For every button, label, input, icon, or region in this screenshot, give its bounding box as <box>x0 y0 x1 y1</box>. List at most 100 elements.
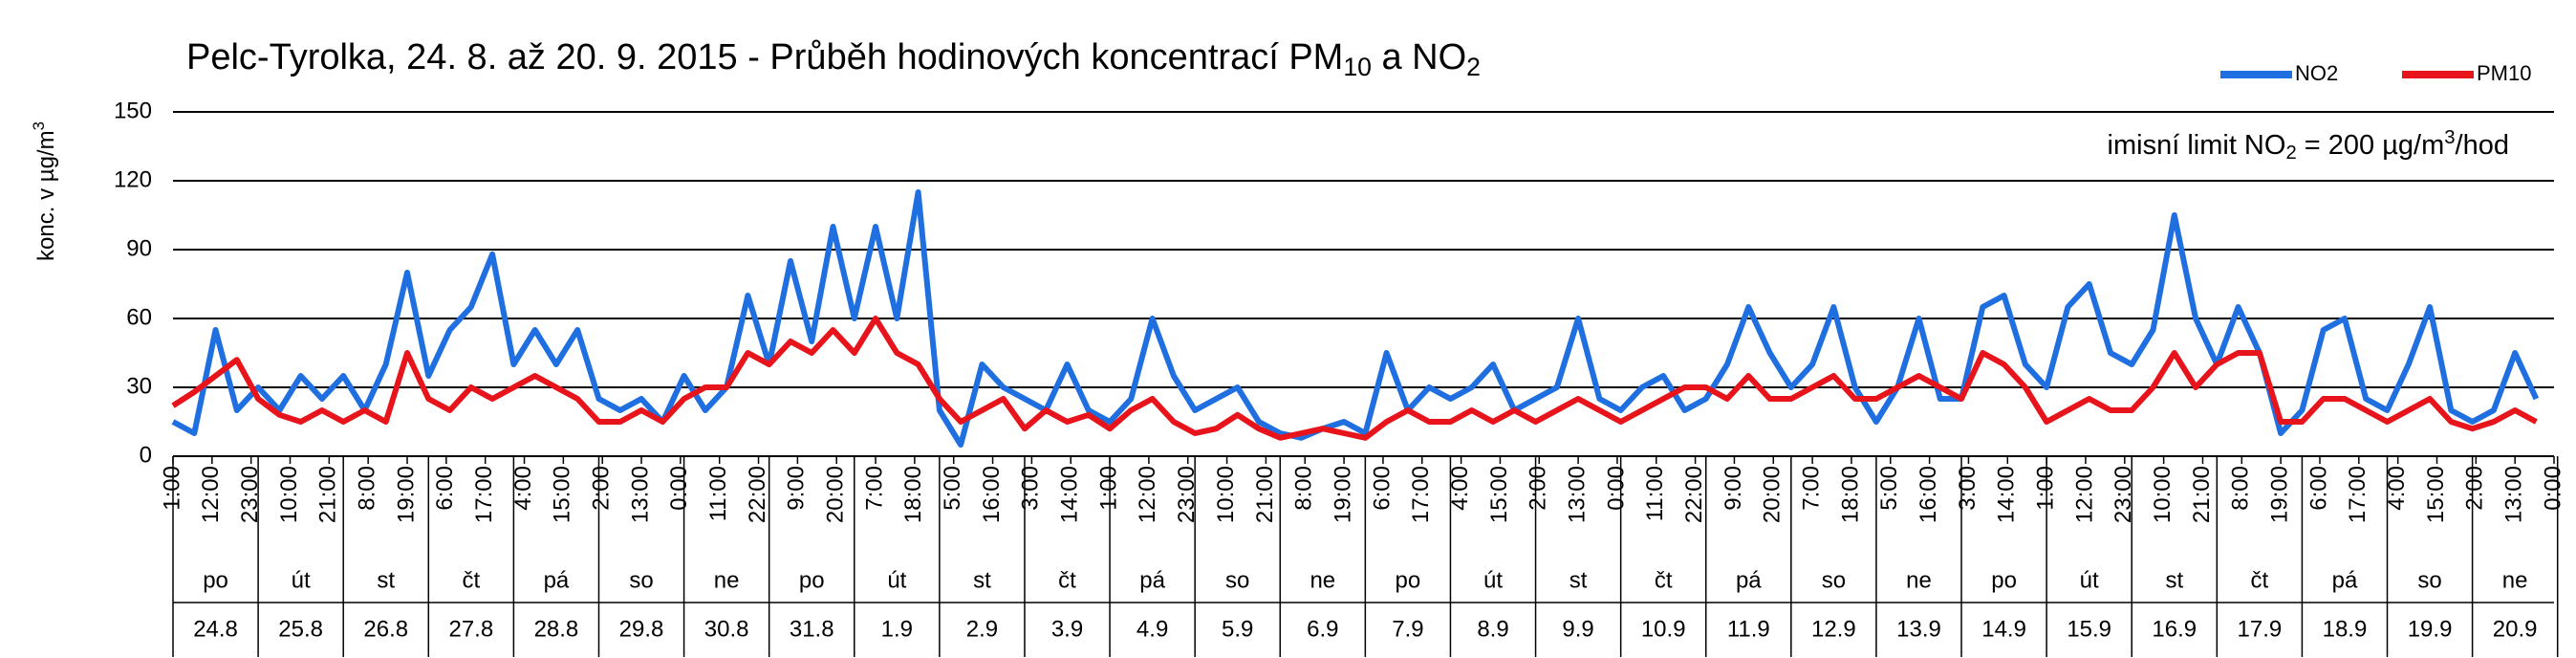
weekday-label: út <box>292 567 311 593</box>
x-tick-label: 22:00 <box>745 466 770 523</box>
weekday-label: po <box>1991 567 2017 593</box>
weekday-label: út <box>2080 567 2099 593</box>
x-tick-label: 7:00 <box>1798 466 1824 511</box>
weekday-label: so <box>1822 567 1846 593</box>
weekday-label: čt <box>1655 567 1673 593</box>
label-sup: 3 <box>30 121 48 130</box>
weekday-label: st <box>973 567 991 593</box>
x-tick-label: 1:00 <box>2032 466 2058 511</box>
annotation-text: = 200 µg/m <box>2297 130 2445 161</box>
x-tick-label: 11:00 <box>1642 466 1668 521</box>
x-tick-label: 16:00 <box>979 466 1005 523</box>
y-tick-label: 120 <box>114 166 152 192</box>
x-tick-label: 10:00 <box>276 466 302 523</box>
weekday-label: pá <box>2332 567 2358 593</box>
x-tick-label: 8:00 <box>2228 466 2254 511</box>
x-tick-label: 6:00 <box>1369 466 1395 511</box>
date-label: 26.8 <box>363 616 408 642</box>
date-label: 30.8 <box>704 616 749 642</box>
y-axis-label: konc. v µg/m3 <box>30 121 59 261</box>
x-tick-label: 13:00 <box>627 466 653 523</box>
date-label: 14.9 <box>1981 616 2026 642</box>
x-tick-label: 15:00 <box>1486 466 1512 523</box>
annotation-text: /hod <box>2456 130 2509 161</box>
label-text: konc. v µg/m <box>33 130 59 261</box>
title-sub: 10 <box>1343 53 1372 81</box>
x-tick-label: 6:00 <box>2305 466 2331 511</box>
x-tick-label: 23:00 <box>237 466 263 523</box>
x-tick-label: 2:00 <box>1526 466 1551 511</box>
x-tick-label: 9:00 <box>1721 466 1746 511</box>
x-tick-label: 23:00 <box>1174 466 1200 523</box>
weekday-label: pá <box>1736 567 1762 593</box>
x-tick-label: 3:00 <box>1955 466 1981 511</box>
date-label: 16.9 <box>2152 616 2197 642</box>
x-tick-label: 8:00 <box>355 466 380 511</box>
x-tick-label: 20:00 <box>1760 466 1786 523</box>
date-label: 29.8 <box>619 616 664 642</box>
x-tick-label: 6:00 <box>432 466 458 511</box>
chart-title: Pelc-Tyrolka, 24. 8. až 20. 9. 2015 - Pr… <box>186 37 1481 81</box>
y-tick-label: 60 <box>126 304 152 330</box>
weekday-label: po <box>203 567 228 593</box>
weekday-label: čt <box>2251 567 2269 593</box>
x-tick-label: 1:00 <box>159 466 184 511</box>
x-tick-label: 10:00 <box>2150 466 2176 523</box>
x-tick-label: 14:00 <box>1994 466 2020 523</box>
x-tick-label: 17:00 <box>2345 466 2370 523</box>
x-tick-label: 0:00 <box>666 466 692 511</box>
x-tick-label: 15:00 <box>550 466 575 523</box>
weekday-label: ne <box>2502 567 2528 593</box>
weekday-label: út <box>1483 567 1503 593</box>
series-line <box>171 189 2540 448</box>
x-tick-label: 10:00 <box>1213 466 1239 523</box>
x-tick-label: 12:00 <box>2071 466 2097 523</box>
date-label: 1.9 <box>881 616 913 642</box>
x-tick-label: 13:00 <box>1564 466 1590 523</box>
y-tick-label: 0 <box>140 442 152 468</box>
x-tick-label: 13:00 <box>2501 466 2527 523</box>
weekday-label: so <box>2417 567 2441 593</box>
date-label: 25.8 <box>278 616 323 642</box>
x-tick-label: 2:00 <box>589 466 615 511</box>
x-tick-label: 12:00 <box>198 466 224 523</box>
date-label: 3.9 <box>1051 616 1083 642</box>
weekday-label: ne <box>714 567 740 593</box>
date-label: 12.9 <box>1811 616 1856 642</box>
date-label: 9.9 <box>1562 616 1593 642</box>
x-tick-label: 12:00 <box>1135 466 1160 523</box>
y-tick-label: 90 <box>126 235 152 261</box>
date-label: 7.9 <box>1392 616 1423 642</box>
x-tick-label: 14:00 <box>1057 466 1083 523</box>
legend-label: PM10 <box>2477 61 2531 85</box>
x-tick-label: 8:00 <box>1291 466 1317 511</box>
date-label: 28.8 <box>534 616 579 642</box>
series-line <box>171 316 2538 441</box>
title-sub: 2 <box>1466 53 1481 81</box>
x-tick-label: 19:00 <box>393 466 419 523</box>
weekday-label: ne <box>1310 567 1335 593</box>
date-label: 5.9 <box>1222 616 1253 642</box>
date-label: 10.9 <box>1641 616 1686 642</box>
x-tick-label: 3:00 <box>1018 466 1044 511</box>
weekday-label: pá <box>1139 567 1165 593</box>
x-tick-label: 18:00 <box>900 466 926 523</box>
date-label: 8.9 <box>1477 616 1508 642</box>
legend-label: NO2 <box>2295 61 2338 85</box>
title-text: a NO <box>1372 37 1466 77</box>
date-label: 20.9 <box>2493 616 2538 642</box>
weekday-label: so <box>629 567 653 593</box>
date-label: 24.8 <box>193 616 238 642</box>
x-tick-label: 21:00 <box>1252 466 1278 523</box>
weekday-label: pá <box>544 567 570 593</box>
date-label: 4.9 <box>1136 616 1168 642</box>
x-tick-label: 4:00 <box>510 466 536 511</box>
x-tick-label: 4:00 <box>1447 466 1473 511</box>
x-tick-label: 0:00 <box>1603 466 1629 511</box>
date-label: 19.9 <box>2408 616 2453 642</box>
date-label: 31.8 <box>790 616 834 642</box>
weekday-label: čt <box>463 567 481 593</box>
x-tick-label: 23:00 <box>2111 466 2136 523</box>
annotation-sup: 3 <box>2444 127 2455 148</box>
